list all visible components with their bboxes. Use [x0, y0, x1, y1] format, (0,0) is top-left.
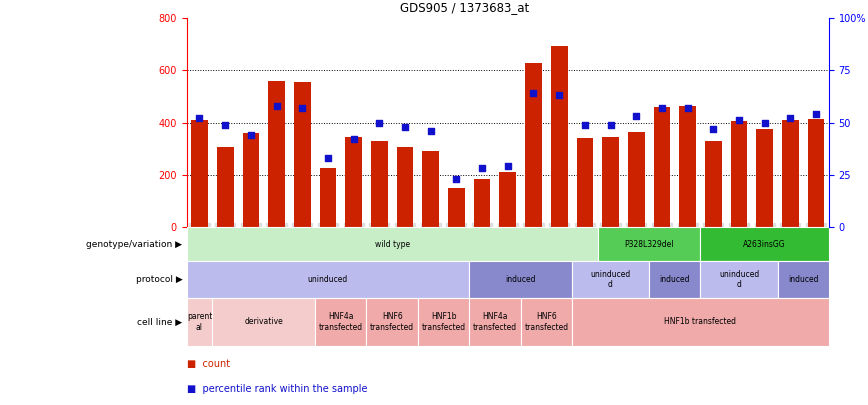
- Bar: [187, 298, 213, 346]
- Bar: [731, 121, 747, 227]
- Point: [578, 122, 592, 128]
- Bar: [187, 227, 598, 261]
- Text: induced: induced: [505, 275, 536, 284]
- Bar: [470, 261, 572, 298]
- Bar: [345, 137, 362, 227]
- Point: [244, 132, 258, 138]
- Bar: [602, 137, 619, 227]
- Bar: [191, 120, 207, 227]
- Bar: [371, 141, 388, 227]
- Text: uninduced: uninduced: [308, 275, 348, 284]
- Text: uninduced
d: uninduced d: [590, 270, 631, 289]
- Text: HNF6
transfected: HNF6 transfected: [370, 312, 414, 332]
- Bar: [397, 147, 413, 227]
- Bar: [474, 179, 490, 227]
- Bar: [551, 46, 568, 227]
- Point: [527, 90, 541, 96]
- Point: [809, 111, 823, 117]
- Point: [450, 176, 464, 182]
- Point: [372, 119, 386, 126]
- Point: [295, 104, 309, 111]
- Point: [732, 117, 746, 124]
- Bar: [319, 168, 336, 227]
- Bar: [808, 119, 825, 227]
- Bar: [242, 133, 260, 227]
- Bar: [598, 227, 700, 261]
- Bar: [705, 141, 721, 227]
- Bar: [700, 227, 829, 261]
- Point: [681, 104, 694, 111]
- Bar: [448, 188, 464, 227]
- Text: HNF1b
transfected: HNF1b transfected: [422, 312, 465, 332]
- Bar: [680, 106, 696, 227]
- Point: [655, 104, 669, 111]
- Point: [270, 102, 284, 109]
- Point: [501, 163, 515, 170]
- Bar: [366, 298, 418, 346]
- Point: [398, 124, 412, 130]
- Text: P328L329del: P328L329del: [624, 239, 674, 249]
- Point: [475, 165, 489, 172]
- Point: [193, 115, 207, 122]
- Text: A263insGG: A263insGG: [743, 239, 786, 249]
- Bar: [294, 82, 311, 227]
- Bar: [315, 298, 366, 346]
- Bar: [217, 147, 233, 227]
- Point: [424, 128, 437, 134]
- Point: [629, 113, 643, 119]
- Text: GDS905 / 1373683_at: GDS905 / 1373683_at: [400, 1, 529, 14]
- Bar: [700, 261, 778, 298]
- Point: [321, 155, 335, 161]
- Text: HNF4a
transfected: HNF4a transfected: [473, 312, 517, 332]
- Text: wild type: wild type: [375, 239, 410, 249]
- Text: induced: induced: [788, 275, 819, 284]
- Bar: [778, 261, 829, 298]
- Bar: [649, 261, 700, 298]
- Bar: [499, 172, 516, 227]
- Bar: [782, 120, 799, 227]
- Text: induced: induced: [660, 275, 690, 284]
- Point: [758, 119, 772, 126]
- Text: HNF4a
transfected: HNF4a transfected: [319, 312, 363, 332]
- Text: uninduced
d: uninduced d: [719, 270, 760, 289]
- Bar: [525, 62, 542, 227]
- Bar: [213, 298, 315, 346]
- Text: derivative: derivative: [244, 318, 283, 326]
- Bar: [470, 298, 521, 346]
- Text: ■  percentile rank within the sample: ■ percentile rank within the sample: [187, 384, 367, 394]
- Point: [346, 136, 360, 143]
- Bar: [654, 107, 670, 227]
- Text: parent
al: parent al: [187, 312, 212, 332]
- Text: protocol ▶: protocol ▶: [135, 275, 182, 284]
- Text: ■  count: ■ count: [187, 360, 230, 369]
- Point: [218, 122, 232, 128]
- Bar: [187, 261, 470, 298]
- Text: HNF1b transfected: HNF1b transfected: [665, 318, 736, 326]
- Bar: [423, 151, 439, 227]
- Text: HNF6
transfected: HNF6 transfected: [524, 312, 569, 332]
- Point: [552, 92, 566, 99]
- Text: cell line ▶: cell line ▶: [137, 318, 182, 326]
- Text: genotype/variation ▶: genotype/variation ▶: [86, 239, 182, 249]
- Bar: [572, 261, 649, 298]
- Bar: [572, 298, 829, 346]
- Bar: [521, 298, 572, 346]
- Point: [707, 126, 720, 132]
- Bar: [576, 138, 593, 227]
- Bar: [756, 129, 773, 227]
- Point: [784, 115, 798, 122]
- Bar: [268, 81, 285, 227]
- Bar: [628, 132, 645, 227]
- Bar: [418, 298, 470, 346]
- Point: [603, 122, 617, 128]
